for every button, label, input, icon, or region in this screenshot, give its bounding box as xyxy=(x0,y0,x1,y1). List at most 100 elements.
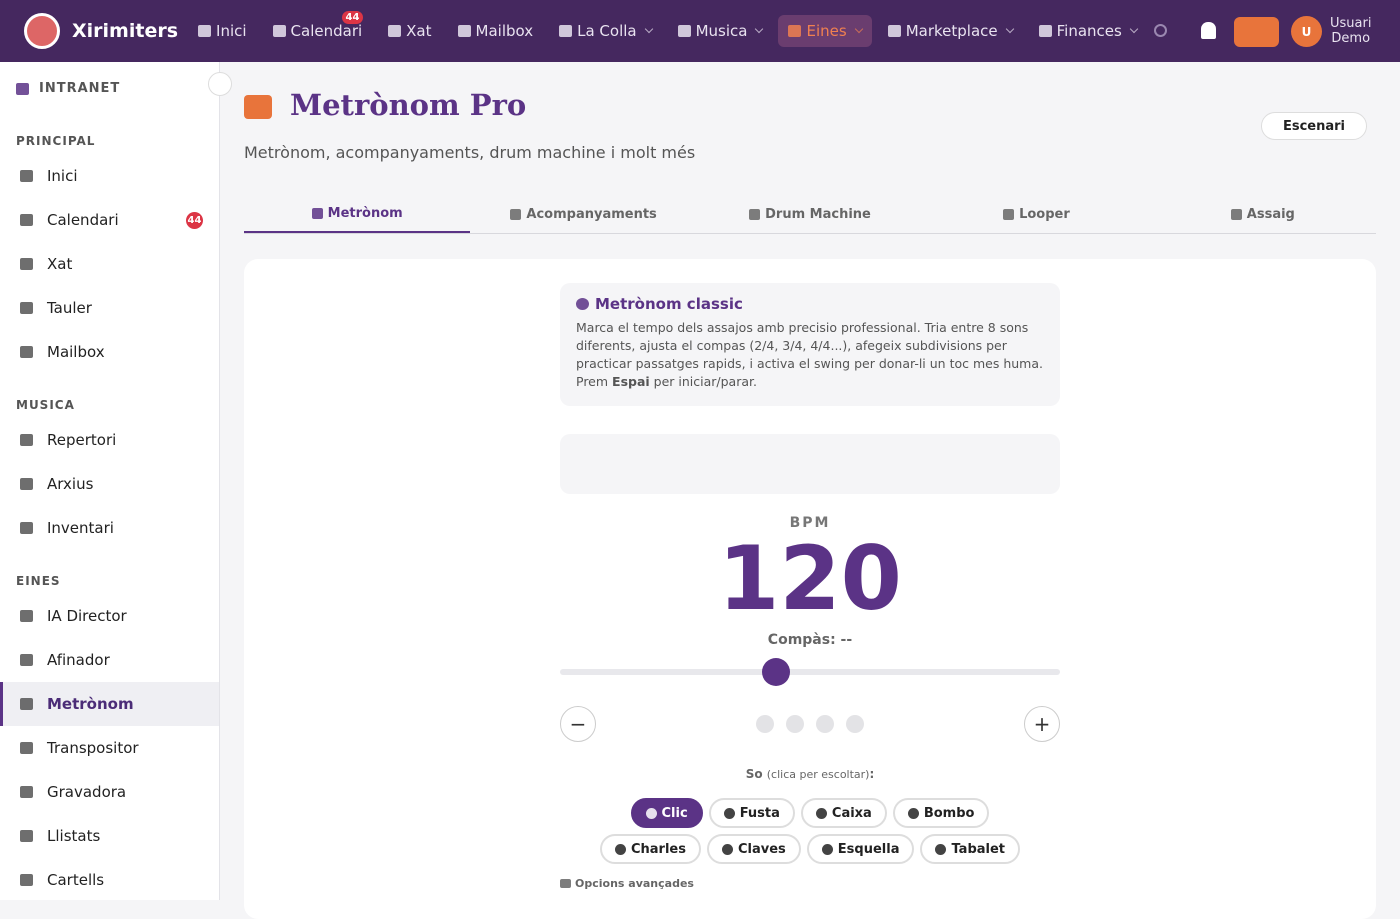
nav-label: Musica xyxy=(695,22,748,40)
user-info[interactable]: Usuari Demo xyxy=(1330,16,1371,46)
sidebar-icon xyxy=(20,522,33,534)
tab-icon xyxy=(1230,209,1242,220)
advanced-options-text: Opcions avançades xyxy=(575,877,694,890)
nav-icon xyxy=(272,25,286,37)
sidebar-icon xyxy=(20,610,33,622)
sound-label: Claves xyxy=(737,841,786,857)
tab[interactable]: Drum Machine xyxy=(697,196,923,233)
sidebar-title-text: INTRANET xyxy=(39,81,121,96)
bpm-slider-track[interactable] xyxy=(560,669,1060,675)
beat-dot xyxy=(786,715,804,733)
nav-item[interactable]: La Colla xyxy=(549,15,662,47)
brand[interactable]: Xirimiters xyxy=(72,20,179,42)
nav-item[interactable]: Xat xyxy=(378,15,441,47)
nav-icon xyxy=(788,25,802,37)
beat-dot xyxy=(816,715,834,733)
nav-icon xyxy=(457,25,471,37)
bpm-slider-thumb[interactable] xyxy=(762,658,790,686)
sidebar-item[interactable]: Inici xyxy=(0,154,219,198)
info-title-row: Metrònom classic xyxy=(576,295,1044,313)
logo[interactable] xyxy=(24,13,60,49)
info-text-after: per iniciar/parar. xyxy=(649,374,757,389)
sound-label: Clic xyxy=(661,805,688,821)
sound-button[interactable]: Clic xyxy=(630,798,703,828)
sidebar-label: Repertori xyxy=(47,431,117,449)
nav-icon xyxy=(887,25,901,37)
sidebar-item[interactable]: Arxius xyxy=(0,462,219,506)
sidebar-icon xyxy=(20,214,33,226)
sidebar-icon xyxy=(20,742,33,754)
settings-button[interactable] xyxy=(1234,17,1279,47)
decrease-button[interactable]: − xyxy=(560,706,596,742)
sidebar-item[interactable]: Calendari 44 xyxy=(0,198,219,242)
tab-label: Looper xyxy=(1019,207,1070,222)
info-text: Marca el tempo dels assajos amb precisio… xyxy=(576,319,1044,391)
sound-icon xyxy=(815,807,827,819)
sound-label: Charles xyxy=(630,841,686,857)
sidebar-item[interactable]: Xat xyxy=(0,242,219,286)
nav-item[interactable]: Mailbox xyxy=(448,15,544,47)
sound-button[interactable]: Claves xyxy=(706,834,801,864)
nav-item[interactable]: Musica xyxy=(668,15,773,47)
sound-button[interactable]: Caixa xyxy=(800,798,887,828)
advanced-options[interactable]: Opcions avançades xyxy=(560,877,694,890)
tab[interactable]: Acompanyaments xyxy=(470,196,696,233)
sound-label: Bombo xyxy=(923,805,975,821)
bell-icon[interactable] xyxy=(1201,22,1216,39)
sound-button[interactable]: Fusta xyxy=(708,798,795,828)
sound-colon: : xyxy=(869,767,875,781)
sidebar-icon xyxy=(20,258,33,270)
visual-area xyxy=(560,434,1060,494)
nav-label: Calendari xyxy=(290,22,363,40)
collapse-button[interactable] xyxy=(208,72,232,96)
sidebar-item[interactable]: Metrònom xyxy=(0,682,219,726)
sound-button[interactable]: Esquella xyxy=(806,834,915,864)
user-name: Usuari xyxy=(1330,16,1372,31)
beat-dot xyxy=(846,715,864,733)
sidebar-label: Metrònom xyxy=(47,695,134,713)
avatar[interactable]: U xyxy=(1291,16,1322,47)
nav-item[interactable]: Marketplace xyxy=(878,15,1023,47)
sound-button[interactable]: Bombo xyxy=(892,798,990,828)
increase-button[interactable]: + xyxy=(1024,706,1060,742)
info-box: Metrònom classic Marca el tempo dels ass… xyxy=(560,283,1060,406)
info-text-before: Marca el tempo dels assajos amb precisio… xyxy=(576,320,1043,389)
sound-button[interactable]: Tabalet xyxy=(920,834,1021,864)
nav-item[interactable]: Inici xyxy=(188,15,257,47)
sidebar-item[interactable]: Gravadora xyxy=(0,770,219,814)
sidebar-label: IA Director xyxy=(47,607,127,625)
sidebar-item[interactable]: IA Director xyxy=(0,594,219,638)
sidebar-item[interactable]: Tauler xyxy=(0,286,219,330)
tab-icon xyxy=(749,209,761,220)
time-signature: Compàs: -- xyxy=(767,632,853,648)
sidebar-item[interactable]: Inventari xyxy=(0,506,219,550)
nav-label: Marketplace xyxy=(905,22,998,40)
sound-button[interactable]: Charles xyxy=(599,834,701,864)
sidebar-item[interactable]: Mailbox xyxy=(0,330,219,374)
sidebar-item[interactable]: Repertori xyxy=(0,418,219,462)
sound-icon xyxy=(614,843,626,855)
nav-item[interactable]: Calendari 44 xyxy=(263,11,373,47)
sidebar-item[interactable]: Transpositor xyxy=(0,726,219,770)
sidebar-item[interactable]: Afinador xyxy=(0,638,219,682)
sound-icon xyxy=(645,807,657,819)
tab[interactable]: Assaig xyxy=(1150,196,1376,233)
sidebar-item[interactable]: Cartells xyxy=(0,858,219,902)
sidebar-label: Afinador xyxy=(47,651,110,669)
tab[interactable]: Metrònom xyxy=(244,196,471,233)
sidebar-item[interactable]: Llistats xyxy=(0,814,219,858)
nav-label: Xat xyxy=(406,22,432,40)
search-icon[interactable] xyxy=(1154,24,1167,37)
sidebar-label: Calendari xyxy=(47,211,119,229)
stage-button[interactable]: Escenari xyxy=(1261,112,1367,140)
nav-item[interactable]: Eines xyxy=(778,15,872,47)
sound-label: Caixa xyxy=(831,805,872,821)
sidebar-icon xyxy=(20,830,33,842)
beat-dot xyxy=(756,715,774,733)
nav-label: La Colla xyxy=(577,22,637,40)
sound-buttons: Clic Fusta Caixa Bombo Charles Claves Esquella… xyxy=(560,798,1060,864)
nav-item[interactable]: Finances xyxy=(1029,15,1147,47)
sidebar-icon xyxy=(20,874,33,886)
nav-icon xyxy=(1038,25,1052,37)
tab[interactable]: Looper xyxy=(923,196,1149,233)
